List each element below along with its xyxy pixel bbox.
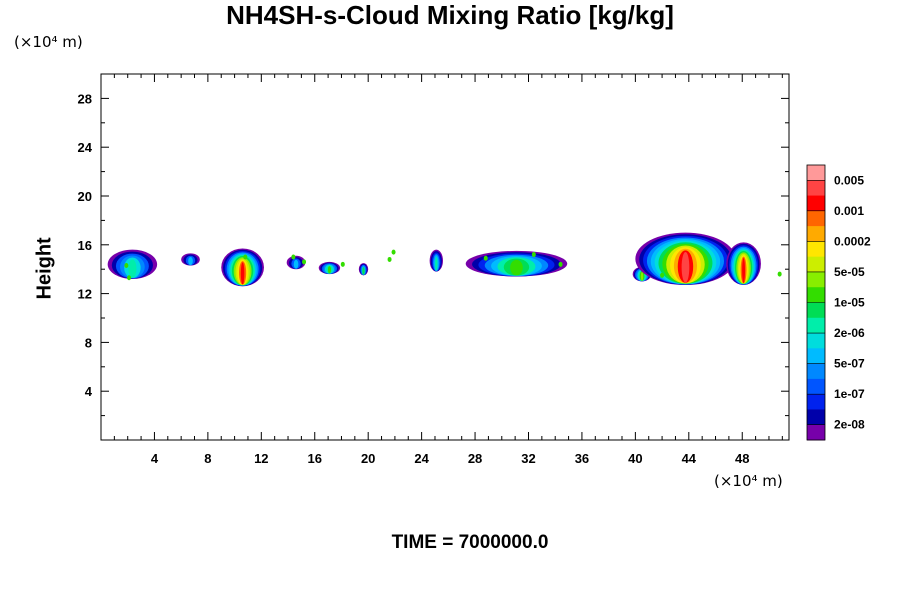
colorbar-label: 0.005 bbox=[834, 173, 864, 187]
cloud-contour bbox=[327, 266, 331, 274]
colorbar-legend: 0.005 0.001 0.0002 5e-05 1e-05 2e-06 5e-07 1e-0… bbox=[806, 164, 871, 441]
x-tick-label: 32 bbox=[521, 451, 535, 466]
colorbar-swatch bbox=[807, 256, 825, 273]
cloud-contour bbox=[188, 257, 193, 266]
colorbar-swatch bbox=[807, 394, 825, 410]
colorbar-swatch bbox=[807, 226, 825, 242]
cloud-cell bbox=[107, 249, 158, 279]
colorbar-label: 0.001 bbox=[834, 204, 864, 218]
cloud-cell bbox=[465, 250, 568, 277]
x-tick-label: 16 bbox=[308, 451, 322, 466]
y-tick-label: 12 bbox=[78, 287, 92, 302]
x-tick-label: 40 bbox=[628, 451, 642, 466]
x-tick-label: 20 bbox=[361, 451, 375, 466]
cloud-speck bbox=[302, 259, 307, 265]
colorbar-swatch bbox=[807, 241, 825, 258]
cloud-speck bbox=[391, 249, 396, 255]
colorbar-label: 2e-08 bbox=[834, 418, 865, 432]
x-tick-label: 36 bbox=[575, 451, 589, 466]
cloud-cell bbox=[358, 263, 369, 276]
x-tick-label: 24 bbox=[414, 451, 429, 466]
colorbar-swatch bbox=[807, 409, 825, 426]
cloud-speck bbox=[291, 254, 296, 260]
x-tick-label: 12 bbox=[254, 451, 268, 466]
colorbar-swatch bbox=[807, 271, 825, 288]
cloud-cell bbox=[318, 261, 341, 275]
time-label: TIME = 7000000.0 bbox=[391, 532, 549, 553]
cloud-speck bbox=[531, 252, 536, 258]
cloud-speck bbox=[660, 272, 665, 278]
chart-title: NH4SH-s-Cloud Mixing Ratio [kg/kg] bbox=[226, 0, 674, 30]
x-axis-unit: (×10⁴ m) bbox=[714, 472, 783, 490]
colorbar-swatch bbox=[807, 195, 825, 212]
colorbar-label: 1e-05 bbox=[834, 296, 865, 310]
colorbar-swatch bbox=[807, 302, 825, 319]
colorbar-label: 0.0002 bbox=[834, 234, 871, 248]
x-tick-label: 8 bbox=[204, 451, 211, 466]
colorbar-swatch bbox=[807, 317, 825, 334]
colorbar-label: 1e-07 bbox=[834, 387, 865, 401]
colorbar-swatch bbox=[807, 333, 825, 349]
colorbar-label: 2e-06 bbox=[834, 326, 865, 340]
y-tick-label: 16 bbox=[78, 238, 92, 253]
cloud-speck bbox=[243, 254, 248, 260]
y-axis-label: Height bbox=[33, 237, 56, 300]
cloud-cell bbox=[181, 253, 200, 266]
cloud-speck bbox=[777, 271, 782, 277]
cloud-contour bbox=[681, 251, 690, 283]
colorbar-swatch bbox=[807, 363, 825, 380]
cloud-cell bbox=[286, 255, 306, 270]
colorbar-label: 5e-05 bbox=[834, 265, 865, 279]
cloud-contour bbox=[510, 259, 523, 276]
y-axis-unit: (×10⁴ m) bbox=[14, 33, 83, 51]
cloud-speck bbox=[483, 255, 488, 261]
cloud-cell bbox=[635, 232, 736, 286]
y-axis: 4 8 12 16 20 24 28 bbox=[78, 91, 789, 417]
cloud-speck bbox=[127, 275, 132, 281]
cloud-contour bbox=[742, 258, 746, 284]
cloud-contour bbox=[435, 257, 438, 271]
cloud-speck bbox=[340, 261, 345, 267]
cloud-field bbox=[107, 232, 782, 287]
cloud-contour bbox=[240, 262, 245, 285]
colorbar-swatch bbox=[807, 165, 825, 181]
plot-frame bbox=[100, 73, 790, 441]
y-tick-label: 20 bbox=[78, 189, 92, 204]
cloud-contour bbox=[128, 259, 137, 278]
x-tick-label: 44 bbox=[682, 451, 697, 466]
x-tick-label: 4 bbox=[151, 451, 159, 466]
x-tick-label: 28 bbox=[468, 451, 482, 466]
y-tick-label: 4 bbox=[85, 384, 93, 399]
colorbar-swatch bbox=[807, 348, 825, 365]
cloud-contour bbox=[362, 267, 365, 275]
cloud-cell bbox=[726, 242, 761, 286]
y-tick-label: 24 bbox=[78, 140, 93, 155]
colorbar-swatch bbox=[807, 287, 825, 303]
cloud-speck bbox=[558, 261, 563, 267]
y-tick-label: 28 bbox=[78, 91, 92, 106]
cloud-speck bbox=[124, 263, 129, 269]
colorbar-swatch bbox=[807, 210, 825, 227]
y-tick-label: 8 bbox=[85, 335, 92, 350]
cloud-contour bbox=[293, 259, 299, 269]
x-tick-label: 48 bbox=[735, 451, 749, 466]
cloud-cell bbox=[429, 249, 443, 272]
cloud-cell bbox=[221, 248, 264, 287]
colorbar-swatch bbox=[807, 424, 825, 441]
x-axis: 4 8 12 16 20 24 28 32 36 40 44 48 bbox=[113, 74, 783, 466]
colorbar-swatch bbox=[807, 180, 825, 197]
cloud-speck bbox=[387, 256, 392, 262]
cloud-contour bbox=[640, 271, 644, 281]
colorbar-label: 5e-07 bbox=[834, 357, 865, 371]
colorbar-swatch bbox=[807, 378, 825, 395]
